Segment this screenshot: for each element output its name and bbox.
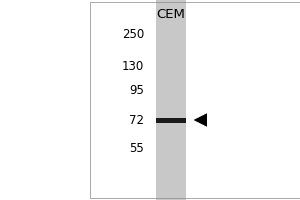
Bar <box>90 2 300 198</box>
Text: CEM: CEM <box>157 8 185 21</box>
Text: 55: 55 <box>129 142 144 156</box>
Bar <box>156 0 186 200</box>
Text: 72: 72 <box>129 114 144 127</box>
Text: 95: 95 <box>129 84 144 97</box>
Polygon shape <box>194 113 207 127</box>
Text: 250: 250 <box>122 27 144 40</box>
Text: 130: 130 <box>122 60 144 72</box>
Bar <box>156 117 186 122</box>
